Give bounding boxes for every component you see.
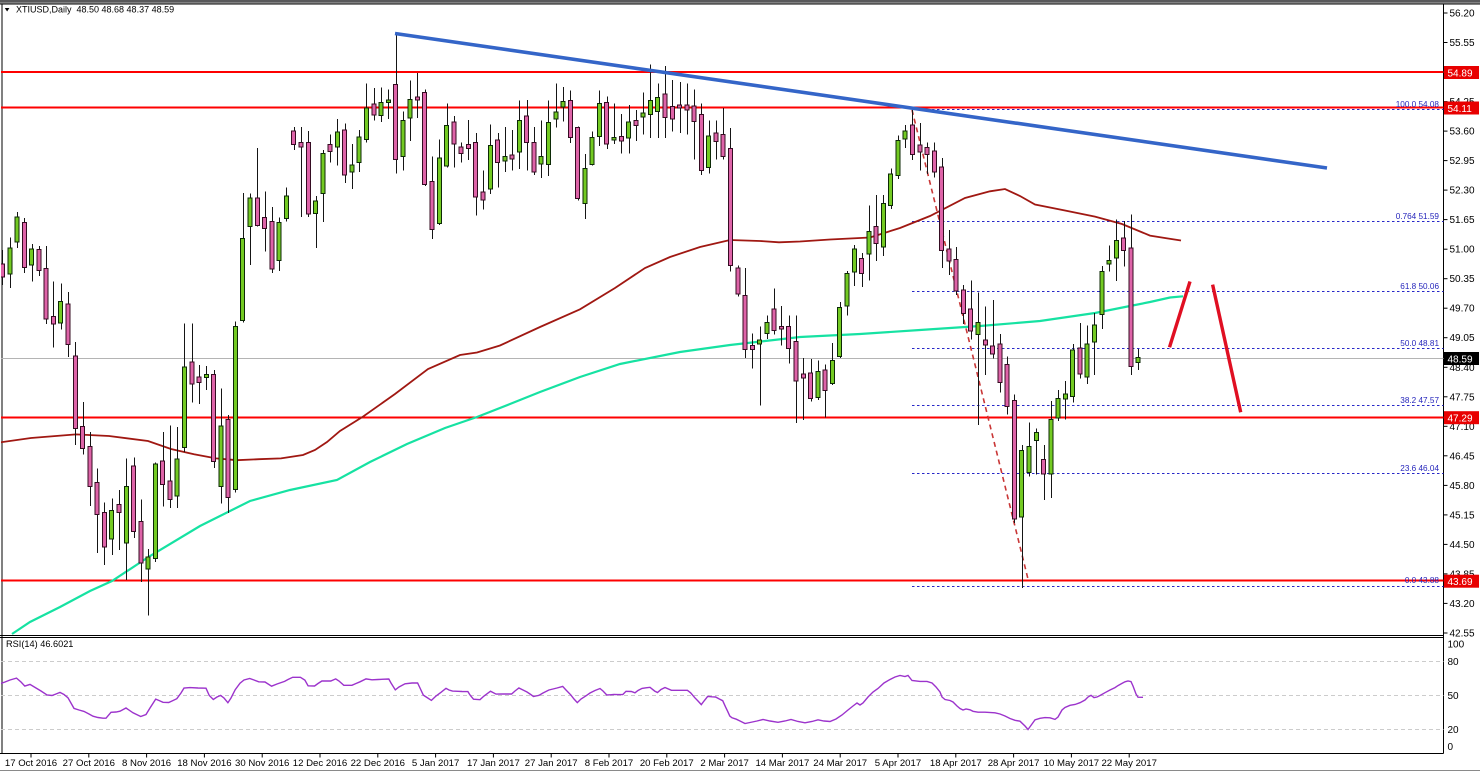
svg-text:20 Feb 2017: 20 Feb 2017 — [640, 758, 694, 769]
svg-text:55.55: 55.55 — [1450, 38, 1475, 49]
svg-text:RSI(14) 46.6021: RSI(14) 46.6021 — [6, 639, 73, 649]
svg-text:54.89: 54.89 — [1448, 69, 1473, 80]
svg-text:10 May 2017: 10 May 2017 — [1044, 758, 1099, 769]
svg-text:5 Apr 2017: 5 Apr 2017 — [875, 758, 921, 769]
svg-text:20: 20 — [1448, 725, 1460, 736]
svg-text:51.65: 51.65 — [1450, 215, 1475, 226]
svg-text:100.0 54.08: 100.0 54.08 — [1396, 100, 1440, 109]
svg-text:50.0 48.81: 50.0 48.81 — [1400, 339, 1439, 348]
svg-text:42.55: 42.55 — [1450, 629, 1475, 640]
svg-text:0.0 43.88: 0.0 43.88 — [1405, 576, 1440, 585]
svg-text:5 Jan 2017: 5 Jan 2017 — [412, 758, 459, 769]
svg-text:18 Nov 2016: 18 Nov 2016 — [177, 758, 231, 769]
svg-text:38.2 47.57: 38.2 47.57 — [1400, 396, 1439, 405]
svg-text:18 Apr 2017: 18 Apr 2017 — [930, 758, 982, 769]
svg-text:27 Oct 2016: 27 Oct 2016 — [63, 758, 115, 769]
svg-text:46.45: 46.45 — [1450, 451, 1475, 462]
svg-text:54.11: 54.11 — [1448, 104, 1473, 115]
svg-text:0: 0 — [1448, 742, 1454, 753]
svg-text:27 Jan 2017: 27 Jan 2017 — [525, 758, 578, 769]
svg-text:43.20: 43.20 — [1450, 599, 1475, 610]
svg-text:12 Dec 2016: 12 Dec 2016 — [293, 758, 347, 769]
svg-text:51.00: 51.00 — [1450, 245, 1475, 256]
svg-text:45.80: 45.80 — [1450, 481, 1475, 492]
svg-text:8 Feb 2017: 8 Feb 2017 — [585, 758, 634, 769]
svg-text:48.59: 48.59 — [1448, 355, 1473, 366]
svg-text:XTIUSD,Daily 48.50 48.68 48.3: XTIUSD,Daily 48.50 48.68 48.37 48.59 — [16, 5, 174, 15]
svg-text:49.05: 49.05 — [1450, 333, 1475, 344]
svg-text:28 Apr 2017: 28 Apr 2017 — [988, 758, 1040, 769]
svg-text:17 Oct 2016: 17 Oct 2016 — [5, 758, 57, 769]
svg-text:80: 80 — [1448, 657, 1460, 668]
svg-text:100: 100 — [1448, 640, 1465, 651]
svg-text:48.40: 48.40 — [1450, 363, 1475, 374]
svg-text:49.70: 49.70 — [1450, 304, 1475, 315]
svg-text:2 Mar 2017: 2 Mar 2017 — [700, 758, 749, 769]
svg-text:52.30: 52.30 — [1450, 186, 1475, 197]
svg-text:0.764 51.59: 0.764 51.59 — [1396, 212, 1440, 221]
svg-text:23.6 46.04: 23.6 46.04 — [1400, 464, 1439, 473]
svg-text:8 Nov 2016: 8 Nov 2016 — [122, 758, 171, 769]
svg-text:47.75: 47.75 — [1450, 392, 1475, 403]
svg-text:52.95: 52.95 — [1450, 156, 1475, 167]
svg-text:24 Mar 2017: 24 Mar 2017 — [813, 758, 867, 769]
svg-text:61.8 50.06: 61.8 50.06 — [1400, 282, 1439, 291]
svg-text:47.29: 47.29 — [1448, 414, 1473, 425]
svg-text:50.35: 50.35 — [1450, 274, 1475, 285]
svg-text:22 May 2017: 22 May 2017 — [1101, 758, 1156, 769]
svg-text:45.15: 45.15 — [1450, 510, 1475, 521]
svg-text:22 Dec 2016: 22 Dec 2016 — [351, 758, 405, 769]
svg-text:44.50: 44.50 — [1450, 540, 1475, 551]
svg-text:30 Nov 2016: 30 Nov 2016 — [235, 758, 289, 769]
svg-text:14 Mar 2017: 14 Mar 2017 — [755, 758, 809, 769]
svg-text:56.20: 56.20 — [1450, 9, 1475, 20]
svg-text:43.69: 43.69 — [1448, 577, 1473, 588]
svg-text:47.10: 47.10 — [1450, 422, 1475, 433]
svg-text:50: 50 — [1448, 691, 1460, 702]
svg-text:53.60: 53.60 — [1450, 127, 1475, 138]
svg-text:17 Jan 2017: 17 Jan 2017 — [467, 758, 520, 769]
